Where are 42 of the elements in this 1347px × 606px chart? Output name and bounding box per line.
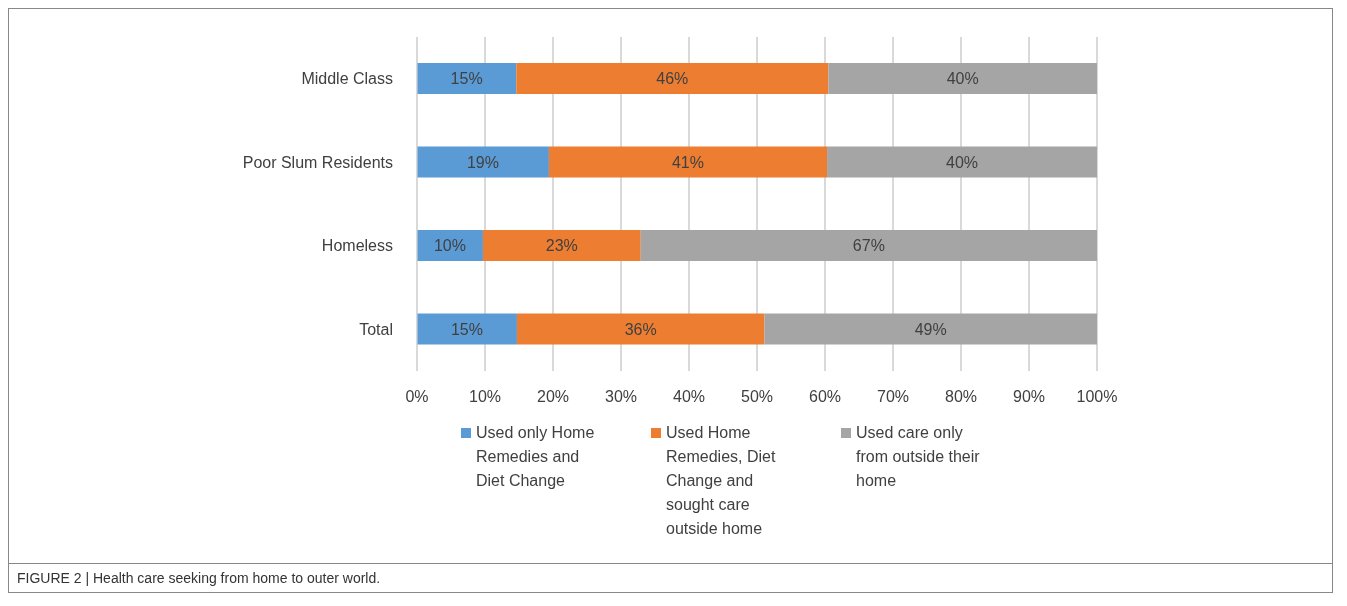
data-label: 19% xyxy=(466,153,499,171)
x-tick-label: 50% xyxy=(740,388,774,406)
bar xyxy=(828,63,1097,94)
bar xyxy=(516,63,829,94)
y-tick-label: Total xyxy=(359,320,393,338)
x-tick-label: 80% xyxy=(944,388,978,406)
bar xyxy=(827,146,1097,178)
data-label: 40% xyxy=(946,70,979,87)
x-tick-label: 70% xyxy=(876,388,910,406)
x-tick-label: 0% xyxy=(405,388,429,406)
x-tick-label: 60% xyxy=(808,388,842,406)
caption: FIGURE 2 | Health care seeking from home to outer world. xyxy=(9,563,1332,592)
data-label: 40% xyxy=(946,153,979,171)
y-tick-label: Homeless xyxy=(321,237,393,255)
legend-label: Used only Home Remedies and Diet Change xyxy=(476,423,596,491)
y-tick-label: Middle Class xyxy=(301,70,393,88)
x-tick-label: 100% xyxy=(1076,388,1118,406)
bar xyxy=(482,230,641,261)
legend-label: Used care only from outside their home xyxy=(856,423,981,491)
data-label: 36% xyxy=(624,320,657,338)
data-label: 49% xyxy=(914,320,947,338)
bar xyxy=(640,230,1097,261)
data-label: 15% xyxy=(450,320,483,338)
x-tick-label: 20% xyxy=(536,388,570,406)
x-tick-label: 10% xyxy=(468,388,502,406)
bar xyxy=(548,146,828,178)
bar xyxy=(417,63,517,94)
bar xyxy=(417,313,517,345)
y-tick-label: Poor Slum Residents xyxy=(242,153,393,171)
legend-label: Used Home Remedies, Diet Change and sought care outside home xyxy=(666,423,777,539)
bar xyxy=(417,146,549,178)
data-label: 67% xyxy=(852,237,885,254)
data-label: 10% xyxy=(433,237,466,254)
data-label: 23% xyxy=(545,237,578,254)
data-label: 46% xyxy=(656,70,689,87)
data-label: 15% xyxy=(450,70,483,87)
x-tick-label: 90% xyxy=(1012,388,1046,406)
data-label: 41% xyxy=(671,153,704,171)
x-tick-label: 30% xyxy=(604,388,638,406)
bar xyxy=(516,313,765,345)
bar xyxy=(764,313,1097,345)
x-tick-label: 40% xyxy=(672,388,706,406)
